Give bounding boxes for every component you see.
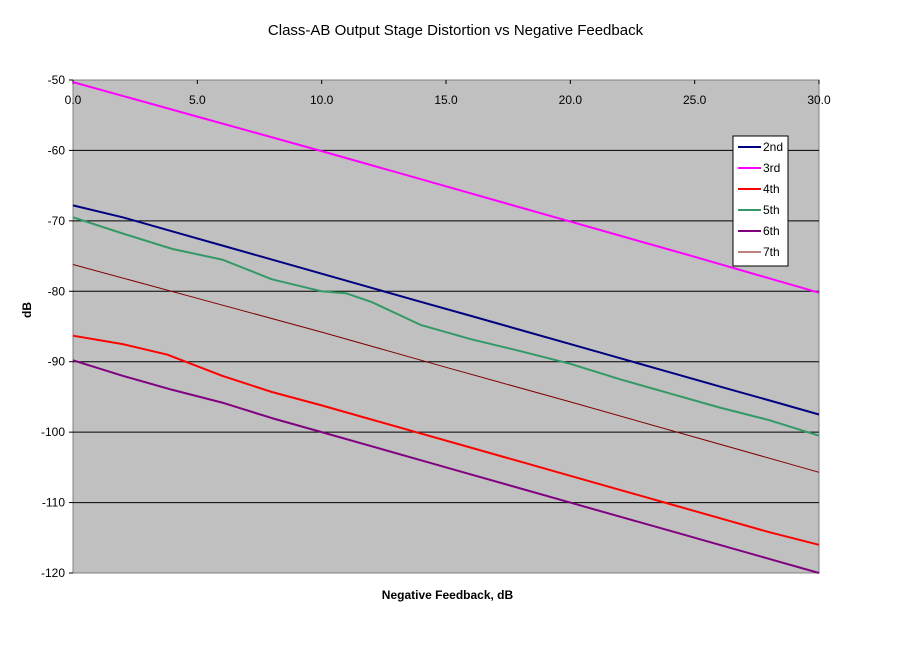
series-line-3rd bbox=[72, 81, 820, 294]
x-tick-label: 5.0 bbox=[189, 93, 206, 107]
chart-title: Class-AB Output Stage Distortion vs Nega… bbox=[267, 22, 644, 39]
x-axis-title: Negative Feedback, dB bbox=[381, 588, 514, 602]
series-line-4th bbox=[72, 334, 820, 546]
x-tick-label: 30.0 bbox=[807, 93, 831, 107]
series-line-5th bbox=[72, 216, 820, 437]
legend-label: 6th bbox=[763, 224, 780, 238]
series-line-6th bbox=[72, 359, 820, 574]
x-tick-label: 15.0 bbox=[434, 93, 458, 107]
legend-box bbox=[732, 135, 789, 267]
x-tick-label: 25.0 bbox=[683, 93, 707, 107]
legend-label: 3rd bbox=[763, 161, 780, 175]
y-tick-label: -70 bbox=[48, 214, 66, 228]
legend-label: 2nd bbox=[763, 140, 783, 154]
y-tick-label: -90 bbox=[48, 355, 66, 369]
y-tick-label: -60 bbox=[48, 143, 66, 157]
x-tick-label: 10.0 bbox=[310, 93, 334, 107]
y-tick-label: -50 bbox=[48, 73, 66, 87]
y-tick-label: -110 bbox=[42, 496, 65, 510]
legend-label: 4th bbox=[763, 182, 780, 196]
y-tick-label: -120 bbox=[41, 566, 65, 580]
plot-area bbox=[72, 79, 820, 574]
series-line-2nd bbox=[72, 204, 820, 416]
legend-label: 5th bbox=[763, 203, 780, 217]
legend-label: 7th bbox=[763, 245, 780, 259]
series-line-7th bbox=[72, 264, 820, 473]
y-tick-label: -80 bbox=[48, 284, 66, 298]
y-tick-label: -100 bbox=[41, 425, 65, 439]
x-tick-label: 0.0 bbox=[65, 93, 82, 107]
x-tick-label: 20.0 bbox=[559, 93, 583, 107]
